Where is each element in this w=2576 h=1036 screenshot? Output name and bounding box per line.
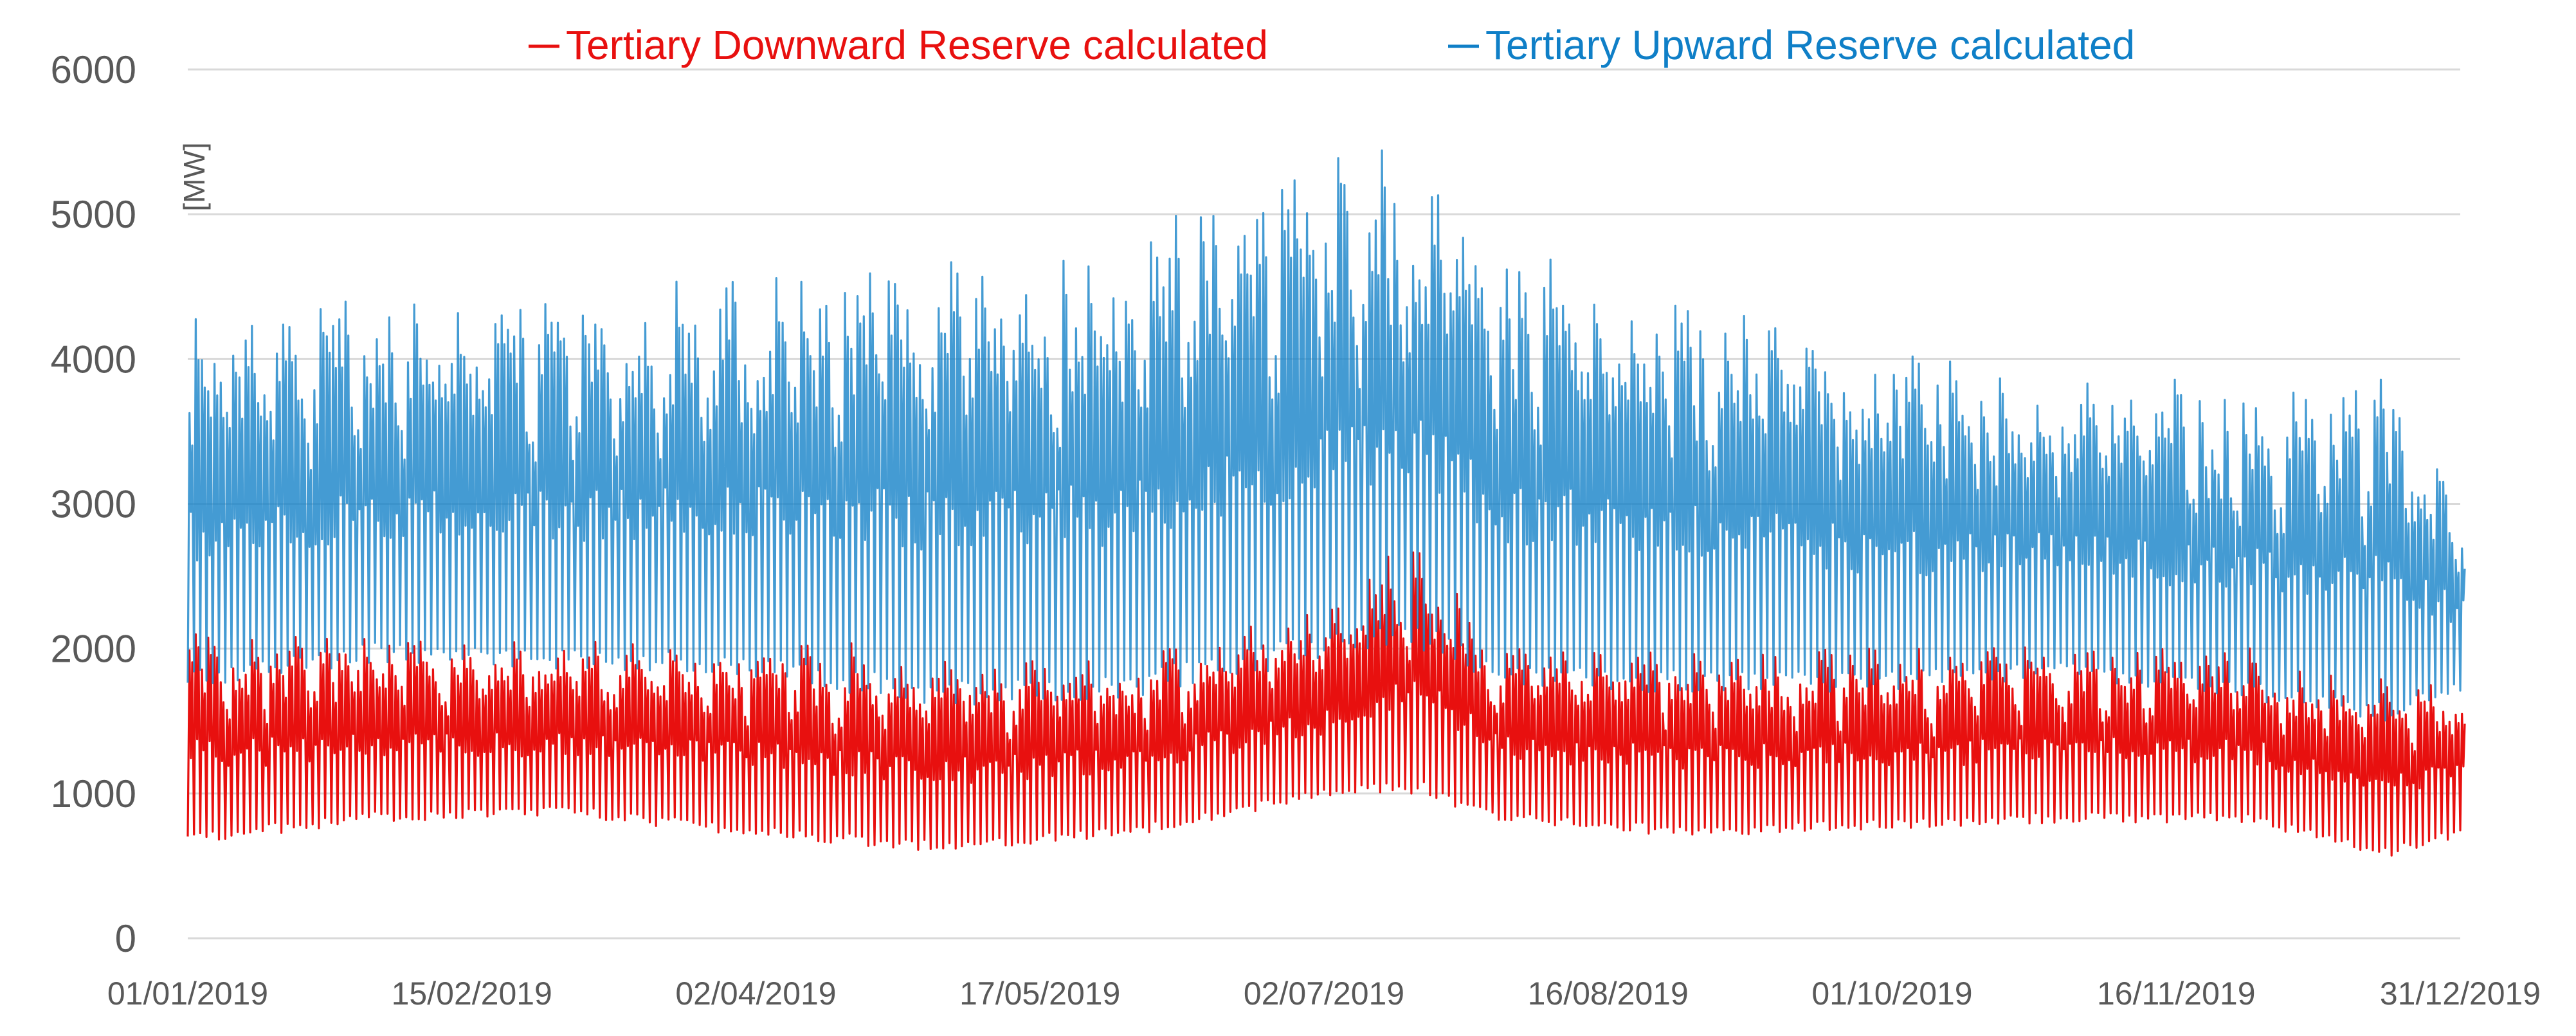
legend-label-downward: Tertiary Downward Reserve calculated (566, 22, 1268, 68)
y-axis-ticks: 0 1000 2000 3000 4000 5000 6000 (51, 48, 136, 960)
x-tick-label-1: 15/02/2019 (392, 976, 552, 1012)
y-tick-label-2000: 2000 (51, 628, 136, 671)
x-tick-label-0: 01/01/2019 (107, 976, 268, 1012)
x-tick-label-4: 02/07/2019 (1244, 976, 1404, 1012)
x-tick-label-7: 16/11/2019 (2097, 976, 2256, 1012)
x-tick-label-5: 16/08/2019 (1528, 976, 1689, 1012)
series-downward-group (186, 551, 2466, 857)
y-tick-label-0: 0 (115, 917, 136, 960)
y-tick-label-6000: 6000 (51, 48, 136, 91)
x-tick-label-3: 17/05/2019 (959, 976, 1120, 1012)
legend: Tertiary Downward Reserve calculated Ter… (529, 22, 2135, 68)
y-tick-label-4000: 4000 (51, 338, 136, 381)
y-tick-label-3000: 3000 (51, 483, 136, 526)
y-tick-label-1000: 1000 (51, 772, 136, 815)
series-line-downward (186, 551, 2466, 857)
y-tick-label-5000: 5000 (51, 193, 136, 236)
legend-label-upward: Tertiary Upward Reserve calculated (1485, 22, 2135, 68)
x-tick-label-8: 31/12/2019 (2380, 976, 2541, 1012)
x-axis-ticks: 01/01/2019 15/02/2019 02/04/2019 17/05/2019… (107, 976, 2541, 1012)
x-tick-label-2: 02/04/2019 (675, 976, 836, 1012)
x-tick-label-6: 01/10/2019 (1811, 976, 1972, 1012)
series-line-upward (186, 149, 2466, 722)
y-axis-label: [MW] (177, 142, 211, 211)
series-upward-group (186, 149, 2466, 722)
